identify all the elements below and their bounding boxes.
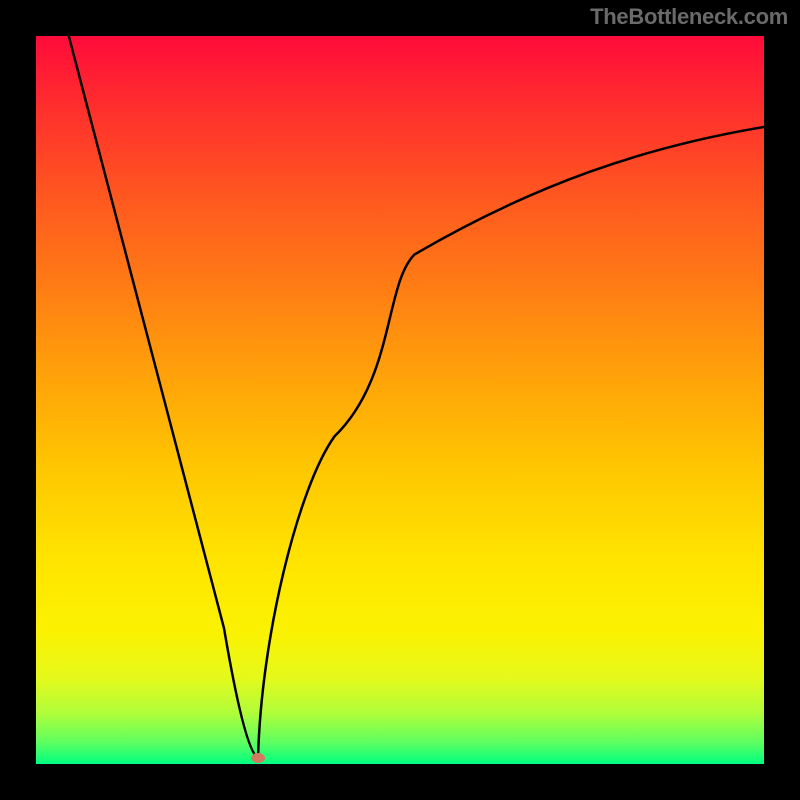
chart-container: TheBottleneck.com [0,0,800,800]
watermark-text: TheBottleneck.com [590,4,788,30]
gradient-background [36,36,764,764]
minimum-marker [251,753,265,763]
plot-svg [36,36,764,764]
